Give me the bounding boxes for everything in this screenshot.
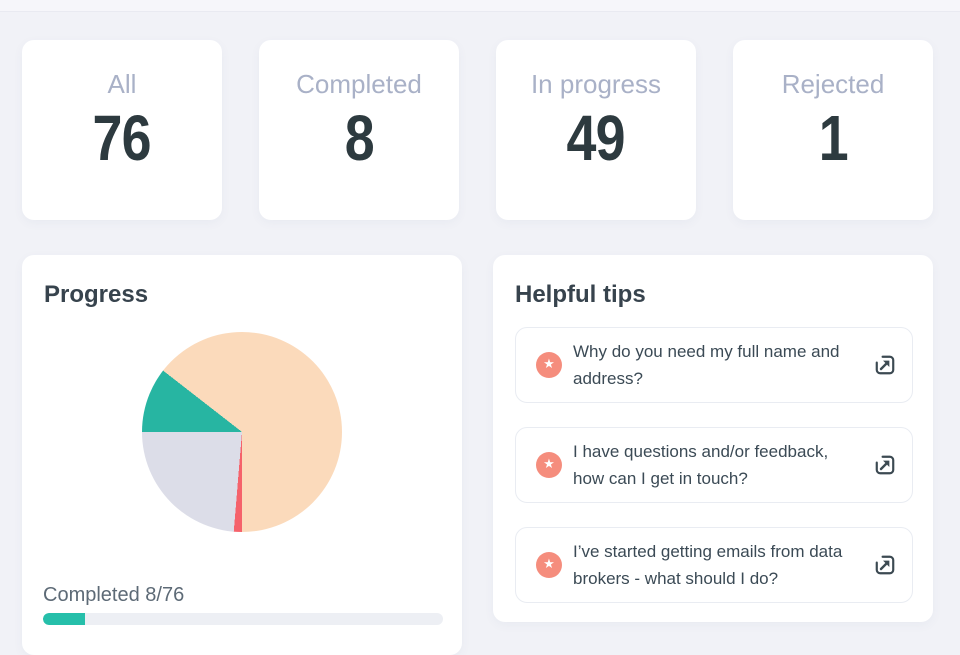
helpful-tips-card: Helpful tips ★ Why do you need my full n…: [493, 255, 933, 622]
external-link-icon[interactable]: [872, 552, 898, 578]
top-divider: [0, 0, 960, 12]
tip-text: I’ve started getting emails from data br…: [573, 542, 843, 588]
stat-value: 76: [92, 102, 152, 174]
stat-label: Completed: [296, 69, 422, 99]
progress-bar-fill: [43, 613, 85, 625]
external-link-icon[interactable]: [872, 452, 898, 478]
stat-card-rejected[interactable]: Rejected 1: [733, 40, 933, 220]
stat-label: Rejected: [781, 69, 885, 99]
stat-card-all[interactable]: All 76: [22, 40, 222, 220]
progress-card: Progress Completed 8/76: [22, 255, 462, 655]
stat-value: 49: [566, 102, 626, 174]
star-icon: ★: [536, 552, 562, 578]
tip-text: Why do you need my full name and address…: [573, 342, 840, 388]
tip-item[interactable]: ★ Why do you need my full name and addre…: [515, 327, 913, 403]
tip-item[interactable]: ★ I’ve started getting emails from data …: [515, 527, 913, 603]
stat-label: All: [107, 69, 137, 99]
stat-label: In progress: [530, 69, 662, 99]
stat-value: 1: [818, 102, 848, 174]
star-icon: ★: [536, 352, 562, 378]
progress-caption: Completed 8/76: [43, 584, 185, 606]
star-icon: ★: [536, 452, 562, 478]
external-link-icon[interactable]: [872, 352, 898, 378]
stat-card-in-progress[interactable]: In progress 49: [496, 40, 696, 220]
tip-item[interactable]: ★ I have questions and/or feedback, how …: [515, 427, 913, 503]
tips-list: ★ Why do you need my full name and addre…: [515, 327, 913, 603]
progress-card-title: Progress: [44, 281, 149, 308]
stats-row: All 76 Completed 8 In progress 49 Reject…: [22, 40, 933, 220]
progress-pie-chart: [142, 332, 342, 532]
tips-card-title: Helpful tips: [515, 281, 646, 308]
tip-text: I have questions and/or feedback, how ca…: [573, 442, 829, 488]
progress-bar: [43, 613, 443, 625]
stat-card-completed[interactable]: Completed 8: [259, 40, 459, 220]
stat-value: 8: [344, 102, 374, 174]
